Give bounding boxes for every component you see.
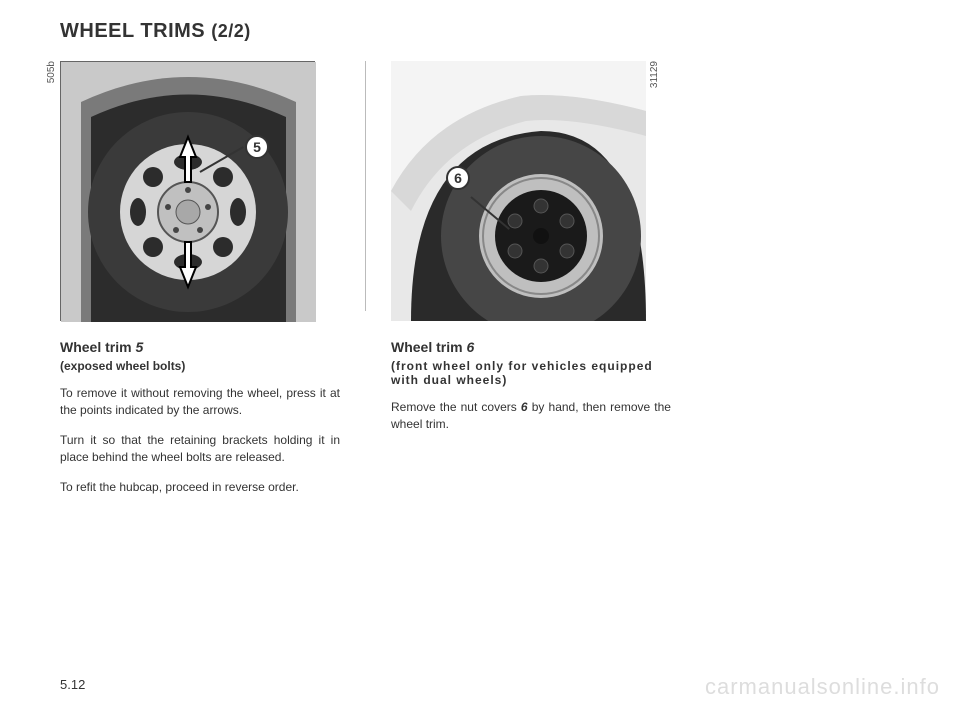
title-main: WHEEL TRIMS bbox=[60, 20, 205, 42]
wheel-illustration-left bbox=[61, 62, 316, 322]
section-right-heading-text: Wheel trim bbox=[391, 339, 466, 355]
section-left-heading: Wheel trim 5 bbox=[60, 339, 340, 355]
section-right-p1-ref: 6 bbox=[521, 400, 528, 414]
figure-right: 31129 bbox=[391, 61, 646, 321]
section-left-heading-ref: 5 bbox=[135, 339, 143, 355]
figure-right-id: 31129 bbox=[649, 61, 660, 88]
callout-6: 6 bbox=[446, 166, 470, 190]
section-left-p3: To refit the hubcap, proceed in reverse … bbox=[60, 479, 340, 496]
figure-left: 505b bbox=[60, 61, 315, 321]
column-divider bbox=[365, 61, 366, 311]
callout-5-label: 5 bbox=[253, 139, 261, 155]
figure-left-id: 505b bbox=[46, 61, 57, 83]
left-column: 505b bbox=[60, 61, 340, 508]
content-row: 505b bbox=[60, 61, 920, 508]
wheel-illustration-right bbox=[391, 61, 646, 321]
section-right-p1-a: Remove the nut covers bbox=[391, 400, 521, 414]
figure-right-frame bbox=[391, 61, 646, 321]
section-left-p1: To remove it without removing the wheel,… bbox=[60, 385, 340, 420]
callout-5: 5 bbox=[245, 135, 269, 159]
section-left-p2: Turn it so that the retaining brackets h… bbox=[60, 432, 340, 467]
section-right-heading: Wheel trim 6 bbox=[391, 339, 671, 355]
section-left-heading-text: Wheel trim bbox=[60, 339, 135, 355]
figure-left-frame bbox=[60, 61, 315, 321]
watermark: carmanualsonline.info bbox=[705, 674, 940, 700]
page-number: 5.12 bbox=[60, 677, 85, 692]
right-column: 31129 bbox=[391, 61, 671, 508]
section-right-heading-ref: 6 bbox=[466, 339, 474, 355]
callout-6-label: 6 bbox=[454, 170, 462, 186]
section-right-p1: Remove the nut covers 6 by hand, then re… bbox=[391, 399, 671, 434]
page-title: WHEEL TRIMS (2/2) bbox=[60, 20, 920, 43]
section-right-subheading: (front wheel only for vehicles equipped … bbox=[391, 359, 671, 387]
title-part: (2/2) bbox=[211, 21, 251, 41]
section-left-subheading: (exposed wheel bolts) bbox=[60, 359, 340, 373]
